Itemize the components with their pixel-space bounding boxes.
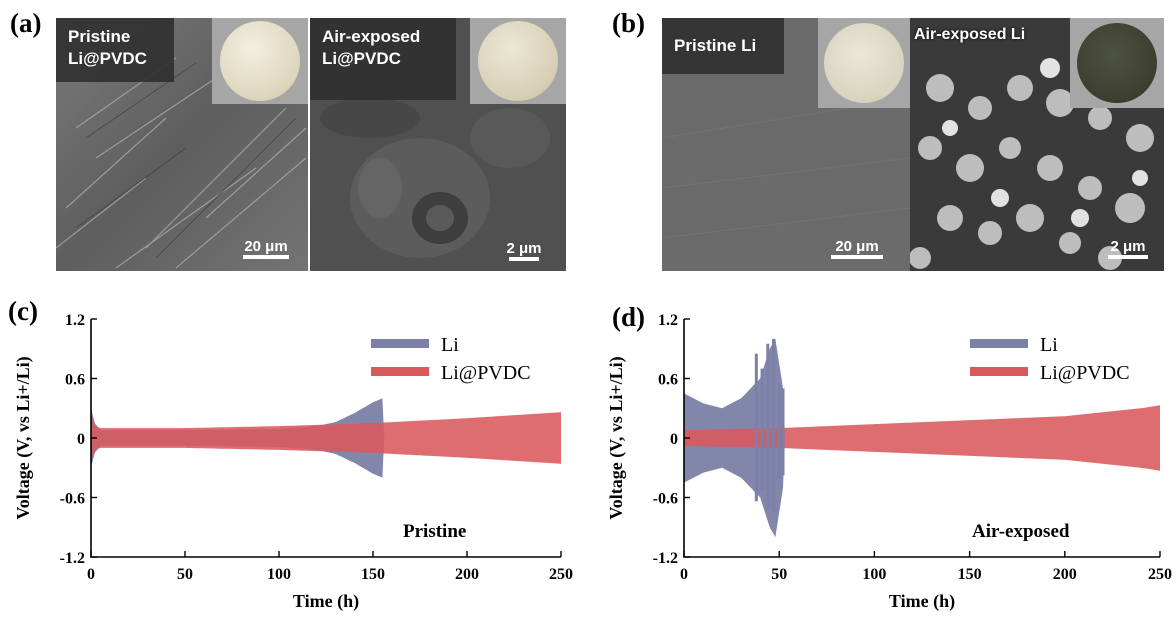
scale-line: [243, 255, 289, 259]
legend-label: Li: [441, 334, 459, 356]
label-line2: Li@PVDC: [322, 49, 401, 68]
coin-photo-pristine-li: [818, 18, 910, 108]
y-tick-label: 0: [670, 431, 678, 448]
y-tick-label: 0.6: [65, 372, 85, 389]
coin-photo-air-exposed-li: [1070, 18, 1164, 108]
coin-icon: [478, 21, 558, 101]
scale-text: 20 μm: [835, 238, 879, 255]
panel-letter-a: (a): [10, 8, 42, 38]
scale-text: 20 μm: [244, 238, 288, 255]
y-axis-label: Voltage (V, vs Li+/Li): [606, 356, 627, 519]
sem-image-air-exposed-li-pvdc: Air-exposed Li@PVDC 2 μm: [310, 18, 566, 271]
sem-texture: [310, 18, 566, 271]
label-line1: Air-exposed: [322, 27, 421, 46]
legend-swatch: [371, 339, 429, 348]
y-tick-label: 0: [77, 431, 85, 448]
scale-bar-20um: 20 μm: [822, 238, 892, 259]
scale-line: [509, 257, 539, 261]
y-tick-label: 1.2: [658, 312, 678, 329]
sem-label-pristine-li-pvdc: Pristine Li@PVDC: [56, 18, 174, 82]
coin-icon: [1077, 23, 1157, 103]
x-tick-label: 0: [87, 566, 95, 583]
chart-annotation: Pristine: [403, 521, 466, 542]
x-axis-label: Time (h): [293, 591, 359, 612]
scale-bar-2um: 2 μm: [496, 240, 552, 261]
sem-label-air-exposed-li: Air-exposed Li: [914, 26, 1026, 43]
panel-letter-b: (b): [612, 8, 645, 38]
legend-swatch: [970, 367, 1028, 376]
scale-bar-2um: 2 μm: [1100, 238, 1156, 259]
coin-icon: [220, 21, 300, 101]
coin-icon: [824, 23, 904, 103]
x-axis-label: Time (h): [889, 591, 955, 612]
x-tick-label: 50: [177, 566, 193, 583]
sem-label-air-exposed-li-pvdc: Air-exposed Li@PVDC: [310, 18, 456, 100]
series-li-pvdc: [684, 405, 1160, 471]
sem-label-pristine-li: Pristine Li: [662, 18, 784, 74]
y-tick-label: 1.2: [65, 312, 85, 329]
x-tick-label: 200: [1053, 566, 1077, 583]
scale-text: 2 μm: [506, 240, 542, 257]
coin-photo-air-exposed-li-pvdc: [470, 18, 566, 104]
coin-photo-pristine-li-pvdc: [212, 18, 308, 104]
x-tick-label: 250: [549, 566, 573, 583]
legend-label: Li: [1040, 334, 1058, 356]
legend-label: Li@PVDC: [1040, 362, 1130, 384]
legend-swatch: [371, 367, 429, 376]
label-line2: Li@PVDC: [68, 49, 147, 68]
y-tick-label: 0.6: [658, 372, 678, 389]
sem-image-pristine-li: Pristine Li 20 μm: [662, 18, 910, 271]
scale-text: 2 μm: [1110, 238, 1146, 255]
y-tick-label: -0.6: [60, 491, 85, 508]
y-tick-label: -0.6: [653, 491, 678, 508]
sem-image-pristine-li-pvdc: Pristine Li@PVDC 20 μm: [56, 18, 308, 271]
x-tick-label: 50: [771, 566, 787, 583]
x-tick-label: 200: [455, 566, 479, 583]
chart-annotation: Air-exposed: [972, 521, 1070, 542]
scale-bar-20um: 20 μm: [234, 238, 298, 259]
x-tick-label: 150: [361, 566, 385, 583]
panel-letter-d: (d): [612, 302, 645, 332]
x-tick-label: 100: [267, 566, 291, 583]
sem-texture: [910, 18, 1164, 271]
panel-letter-c: (c): [8, 296, 38, 326]
series-li-pvdc: [91, 412, 561, 464]
x-tick-label: 0: [680, 566, 688, 583]
label-line1: Pristine: [68, 27, 131, 46]
x-tick-label: 250: [1148, 566, 1172, 583]
scale-line: [1108, 255, 1148, 259]
legend-swatch: [970, 339, 1028, 348]
legend-label: Li@PVDC: [441, 362, 531, 384]
y-tick-label: -1.2: [60, 550, 85, 567]
y-tick-label: -1.2: [653, 550, 678, 567]
x-tick-label: 100: [862, 566, 886, 583]
x-tick-label: 150: [958, 566, 982, 583]
sem-image-air-exposed-li: Air-exposed Li 2 μm: [910, 18, 1164, 271]
scale-line: [831, 255, 883, 259]
y-axis-label: Voltage (V, vs Li+/Li): [13, 356, 34, 519]
